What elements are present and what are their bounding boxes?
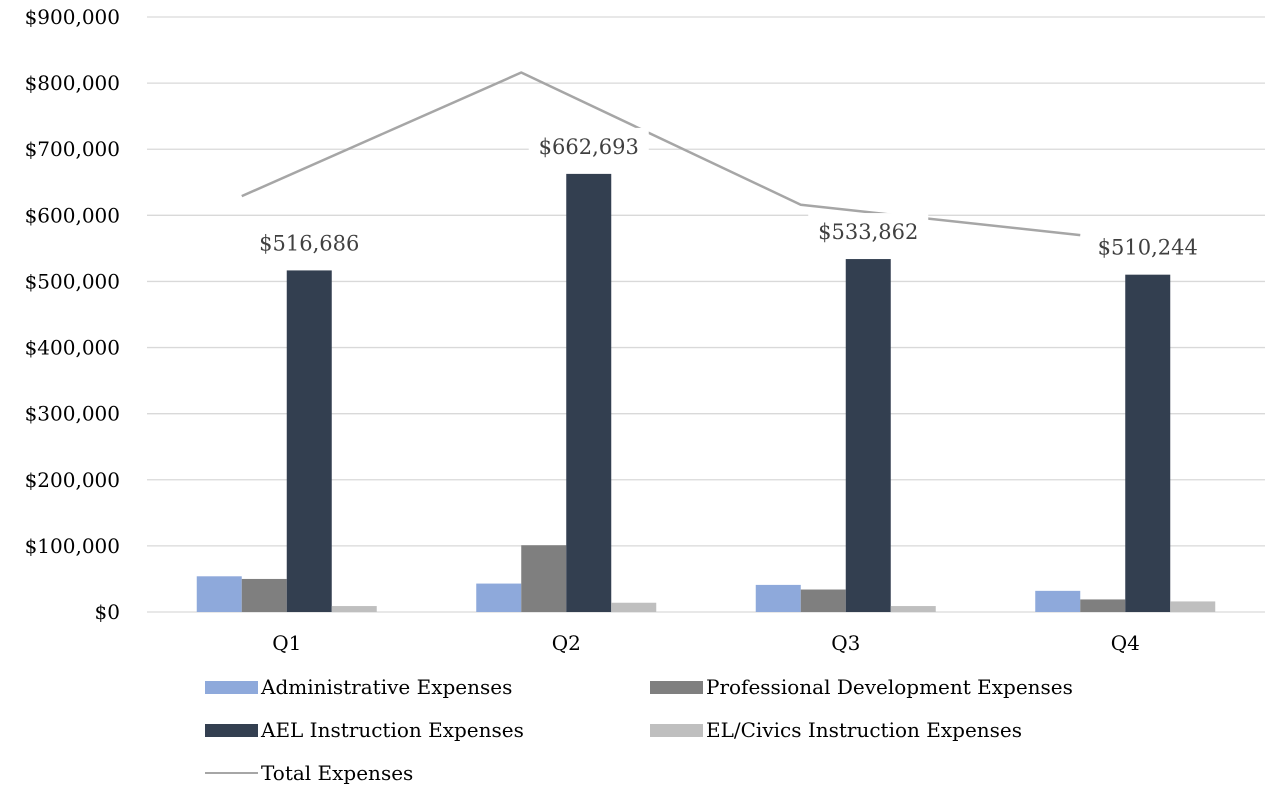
line-total-expenses — [241, 71, 1081, 237]
y-axis-ticks: $0 $100,000 $200,000 $300,000 $400,000 $500,0… — [25, 5, 120, 624]
bar-administrative-expenses-q1 — [196, 576, 242, 612]
data-labels: $516,686 $662,693 $533,862 $510,244 — [249, 127, 1208, 263]
x-tick-label: Q3 — [831, 631, 860, 655]
x-tick-label: Q2 — [552, 631, 581, 655]
y-tick-label: $900,000 — [25, 5, 120, 29]
legend-item-total: Total Expenses — [205, 758, 650, 788]
y-tick-label: $700,000 — [25, 137, 120, 161]
bar-professional-development-expenses-q2 — [521, 545, 567, 612]
data-label-q4: $510,244 — [1098, 236, 1198, 260]
expenses-chart: $0 $100,000 $200,000 $300,000 $400,000 $500,0… — [25, 5, 1265, 655]
y-tick-label: $300,000 — [25, 402, 120, 426]
bar-el-civics-instruction-expenses-q3 — [890, 606, 936, 612]
x-axis-ticks: Q1 Q2 Q3 Q4 — [272, 631, 1140, 655]
legend-label-ael-instruction: AEL Instruction Expenses — [261, 718, 524, 742]
data-label-background — [528, 127, 649, 162]
total-line — [241, 71, 1081, 237]
data-label-q3: $533,862 — [818, 220, 918, 244]
x-tick-label: Q4 — [1111, 631, 1140, 655]
y-tick-label: $500,000 — [25, 269, 120, 293]
bar-ael-instruction-expenses-q4 — [1125, 274, 1171, 612]
y-tick-label: $800,000 — [25, 71, 120, 95]
legend-swatch-administrative — [205, 680, 258, 694]
legend-label-professional-development: Professional Development Expenses — [706, 675, 1073, 699]
bar-el-civics-instruction-expenses-q2 — [611, 602, 657, 612]
legend-item-el-civics: EL/Civics Instruction Expenses — [650, 715, 1100, 745]
legend-swatch-professional-development — [650, 680, 703, 694]
bar-ael-instruction-expenses-q1 — [286, 270, 332, 612]
legend-label-administrative: Administrative Expenses — [261, 675, 513, 699]
y-tick-label: $200,000 — [25, 468, 120, 492]
legend-swatch-ael-instruction — [205, 723, 258, 737]
legend-label-total: Total Expenses — [261, 761, 414, 785]
bar-ael-instruction-expenses-q3 — [845, 259, 891, 612]
data-label-background — [249, 224, 370, 259]
legend-item-ael-instruction: AEL Instruction Expenses — [205, 715, 650, 745]
legend: Administrative Expenses Professional Dev… — [205, 672, 1205, 788]
bar-el-civics-instruction-expenses-q1 — [331, 606, 377, 612]
data-label-background — [808, 213, 929, 248]
y-tick-label: $400,000 — [25, 336, 120, 360]
y-tick-label: $100,000 — [25, 534, 120, 558]
legend-label-el-civics: EL/Civics Instruction Expenses — [706, 718, 1023, 742]
y-tick-label: $0 — [95, 600, 120, 624]
legend-item-administrative: Administrative Expenses — [205, 672, 650, 702]
bar-administrative-expenses-q3 — [755, 584, 801, 612]
legend-item-professional-development: Professional Development Expenses — [650, 672, 1100, 702]
legend-swatch-el-civics — [650, 723, 703, 737]
data-label-q1: $516,686 — [259, 231, 359, 255]
bar-ael-instruction-expenses-q2 — [566, 173, 612, 612]
legend-swatch-total — [205, 771, 258, 775]
bar-el-civics-instruction-expenses-q4 — [1170, 601, 1216, 612]
y-tick-label: $600,000 — [25, 203, 120, 227]
bars — [196, 173, 1216, 612]
x-tick-label: Q1 — [272, 631, 301, 655]
bar-administrative-expenses-q2 — [476, 583, 522, 612]
data-label-background — [1087, 228, 1208, 263]
gridlines — [147, 16, 1265, 613]
bar-professional-development-expenses-q3 — [800, 589, 846, 612]
bar-professional-development-expenses-q4 — [1080, 599, 1126, 612]
bar-administrative-expenses-q4 — [1035, 590, 1081, 612]
data-label-q2: $662,693 — [539, 135, 639, 159]
bar-professional-development-expenses-q1 — [241, 578, 287, 612]
